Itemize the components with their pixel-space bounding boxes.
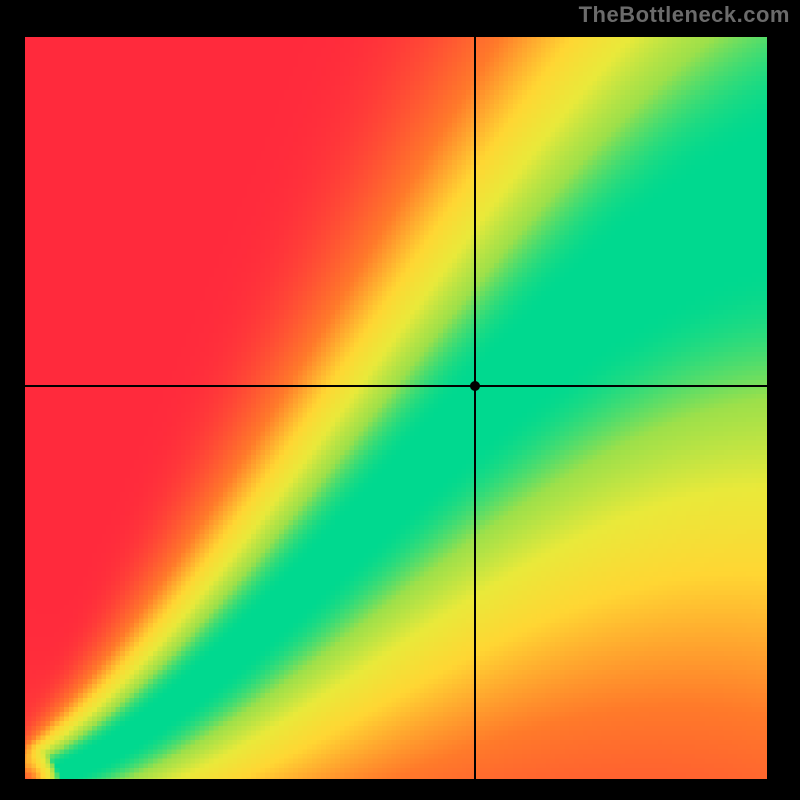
watermark-text: TheBottleneck.com xyxy=(579,2,790,28)
heatmap-canvas xyxy=(22,34,770,782)
chart-container: TheBottleneck.com xyxy=(0,0,800,800)
